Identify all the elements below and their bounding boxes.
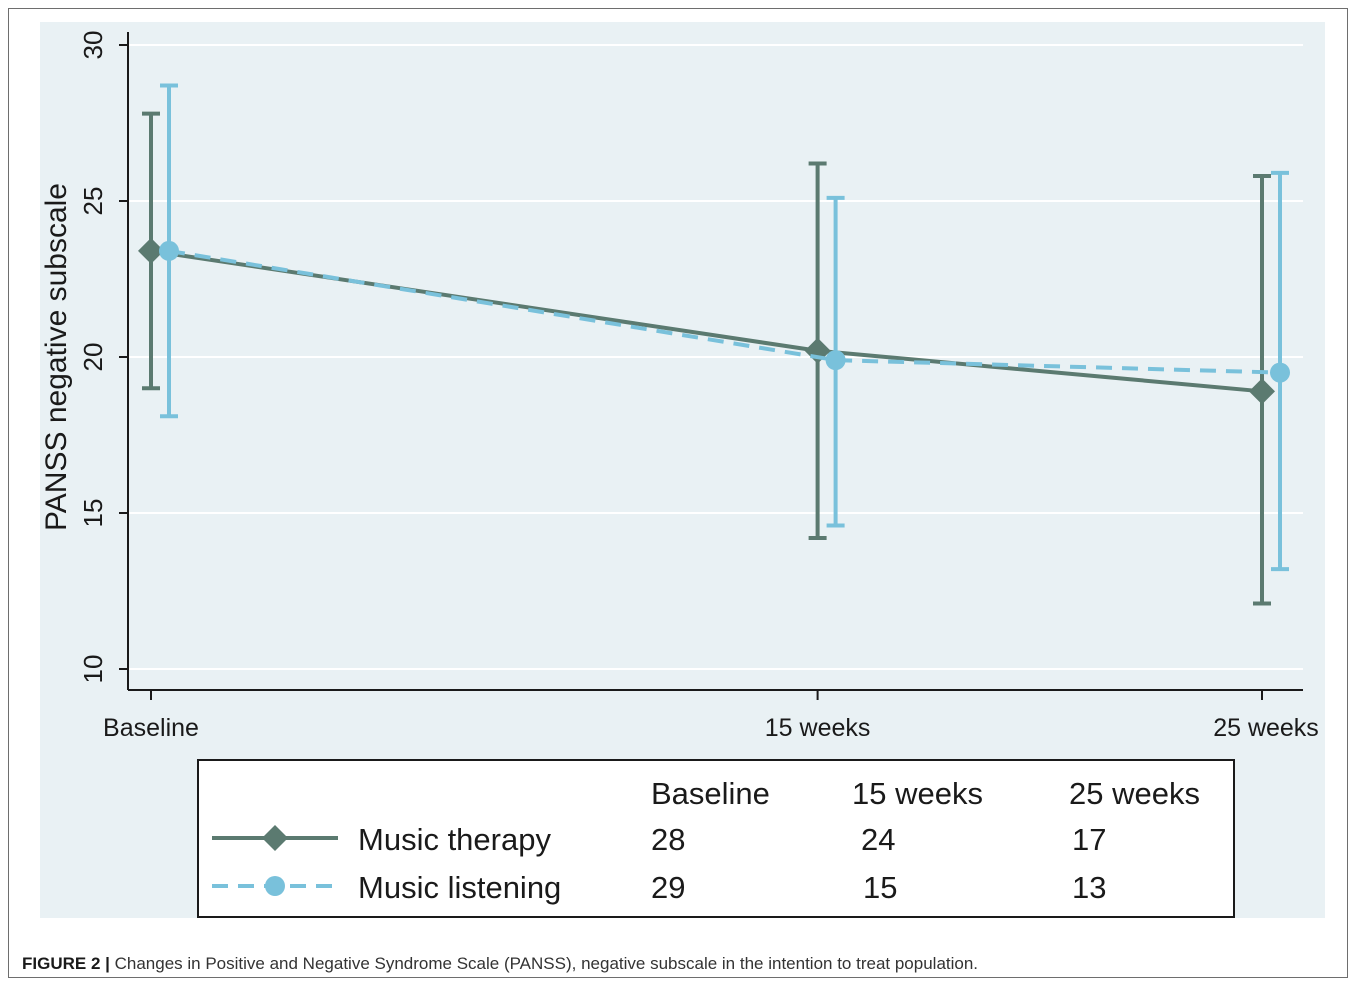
y-tick-label: 20 [78, 343, 108, 372]
legend-therapy-count-baseline: 28 [651, 822, 685, 857]
y-tick-label: 15 [78, 499, 108, 528]
x-tick-label: 25 weeks [1213, 714, 1319, 742]
legend-therapy-count-25-weeks: 17 [1072, 822, 1106, 857]
legend-listening-count-baseline: 29 [651, 870, 685, 905]
legend-header-25-weeks: 25 weeks [1069, 776, 1200, 811]
legend-therapy-diamond-marker [262, 825, 288, 851]
caption-label: FIGURE 2 | [22, 954, 110, 973]
chart: 10 15 20 25 30 Baseline 15 weeks 25 weeks PANS… [40, 22, 1325, 918]
legend-header-15-weeks: 15 weeks [852, 776, 983, 811]
legend-listening-count-15-weeks: 15 [863, 870, 897, 905]
y-axis-label: PANSS negative subscale [40, 183, 73, 531]
data-point-circle [159, 240, 179, 261]
legend-header-baseline: Baseline [651, 776, 770, 811]
caption-text: Changes in Positive and Negative Syndrom… [109, 954, 979, 973]
series-layer [138, 83, 1290, 606]
y-ticks: 10 15 20 25 30 [78, 31, 128, 684]
axes [127, 32, 1303, 691]
figure-caption: FIGURE 2 | Changes in Positive and Negat… [22, 954, 978, 974]
x-ticks: Baseline 15 weeks 25 weeks [103, 690, 1319, 742]
y-tick-label: 30 [78, 31, 108, 60]
y-tick-label: 10 [78, 655, 108, 684]
legend-table: Baseline 15 weeks 25 weeks Music therapy… [197, 759, 1235, 918]
series-music-listening [159, 83, 1290, 572]
legend-box [197, 759, 1235, 918]
y-tick-label: 25 [78, 187, 108, 216]
legend-listening-label: Music listening [358, 870, 561, 905]
data-point-diamond [1249, 378, 1275, 405]
x-tick-label: 15 weeks [765, 714, 871, 742]
legend-listening-circle-marker [265, 876, 285, 896]
x-tick-label: Baseline [103, 714, 199, 742]
series-line [168, 248, 1281, 375]
legend-therapy-count-15-weeks: 24 [861, 822, 895, 857]
data-point-diamond [138, 237, 164, 264]
y-gridlines [128, 44, 1303, 670]
data-point-circle [1270, 362, 1290, 383]
data-point-circle [825, 350, 846, 371]
legend-therapy-label: Music therapy [358, 822, 551, 857]
series-music-therapy [138, 111, 1275, 606]
legend-listening-count-25-weeks: 13 [1072, 870, 1106, 905]
